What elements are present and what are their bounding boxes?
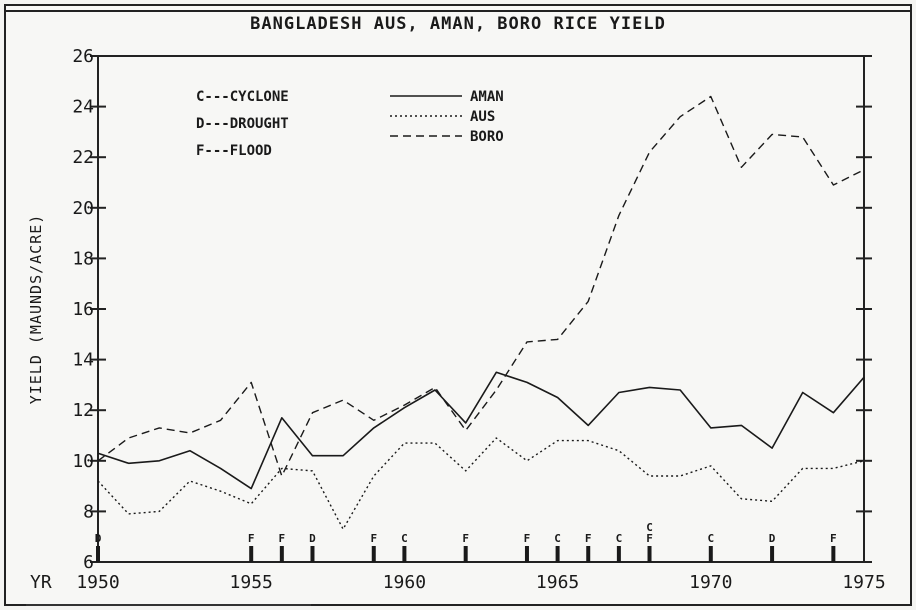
event-marker-label: C bbox=[401, 532, 408, 545]
event-marker-bar bbox=[463, 546, 468, 562]
chart-title: BANGLADESH AUS, AMAN, BORO RICE YIELD bbox=[250, 14, 666, 34]
bottom-rule bbox=[26, 604, 311, 606]
y-tick-label: 18 bbox=[72, 248, 94, 269]
y-tick-label: 6 bbox=[83, 552, 94, 573]
y-axis-ticks: 6 8 10 12 14 16 18 20 22 24 26 bbox=[72, 46, 872, 573]
event-marker-label: F bbox=[524, 532, 531, 545]
x-axis-prefix: YR bbox=[30, 572, 52, 593]
event-legend-entry: D---DROUGHT bbox=[196, 116, 289, 132]
y-tick-label: 26 bbox=[72, 46, 94, 67]
x-tick-label: 1950 bbox=[76, 572, 119, 593]
event-marker-bar bbox=[524, 546, 529, 562]
legend-label-aman: AMAN bbox=[470, 89, 504, 105]
event-marker-label: F bbox=[370, 532, 377, 545]
event-marker-label: C bbox=[616, 532, 623, 545]
y-axis-label: YIELD (MAUNDS/ACRE) bbox=[27, 214, 45, 405]
event-marker-label: F bbox=[585, 532, 592, 545]
y-tick-label: 8 bbox=[83, 501, 94, 522]
event-marker-bar bbox=[647, 546, 652, 562]
event-marker-label: F bbox=[830, 532, 837, 545]
title-rule bbox=[6, 10, 910, 12]
y-tick-label: 16 bbox=[72, 299, 94, 320]
series-line-aman bbox=[97, 371, 865, 490]
y-tick-label: 24 bbox=[72, 97, 94, 118]
event-legend: C---CYCLONE D---DROUGHT F---FLOOD bbox=[196, 89, 289, 159]
legend-label-aus: AUS bbox=[470, 109, 495, 125]
y-tick-label: 22 bbox=[72, 147, 94, 168]
x-tick-label: 1965 bbox=[536, 572, 579, 593]
legend-label-boro: BORO bbox=[470, 129, 504, 145]
series-line-boro bbox=[97, 95, 865, 477]
event-marker-bar bbox=[616, 546, 621, 562]
event-marker-bar bbox=[310, 546, 315, 562]
event-marker-label: C bbox=[554, 532, 561, 545]
figure-frame bbox=[4, 4, 912, 606]
event-legend-entry: F---FLOOD bbox=[196, 143, 272, 159]
event-marker-bar bbox=[586, 546, 591, 562]
y-tick-label: 14 bbox=[72, 350, 94, 371]
x-tick-label: 1960 bbox=[383, 572, 426, 593]
event-legend-entry: C---CYCLONE bbox=[196, 89, 289, 105]
event-markers: D F F D F C F F C F CCF C D F bbox=[95, 521, 837, 562]
event-marker-bar bbox=[402, 546, 407, 562]
event-marker-bar bbox=[555, 546, 560, 562]
event-marker-bar bbox=[708, 546, 713, 562]
x-tick-label: 1975 bbox=[842, 572, 885, 593]
event-marker-label: F bbox=[646, 532, 653, 545]
event-marker-label: F bbox=[279, 532, 286, 545]
event-marker-bar bbox=[249, 546, 254, 562]
event-marker-label: C bbox=[707, 532, 714, 545]
event-marker-label: D bbox=[95, 532, 102, 545]
event-marker-bar bbox=[96, 546, 100, 562]
y-tick-label: 20 bbox=[72, 198, 94, 219]
series-line-aus bbox=[97, 437, 865, 530]
event-marker-bar bbox=[371, 546, 376, 562]
series-legend: AMAN AUS BORO bbox=[390, 89, 504, 145]
x-axis-ticks: 1950 1955 1960 1965 1970 1975 bbox=[76, 553, 886, 593]
event-marker-label: D bbox=[309, 532, 316, 545]
x-tick-label: 1970 bbox=[689, 572, 732, 593]
event-marker-label: D bbox=[769, 532, 776, 545]
event-marker-bar bbox=[831, 546, 836, 562]
x-tick-label: 1955 bbox=[230, 572, 273, 593]
event-marker-label: F bbox=[462, 532, 469, 545]
y-tick-label: 12 bbox=[72, 400, 94, 421]
event-marker-bar bbox=[279, 546, 284, 562]
event-marker-bar bbox=[770, 546, 775, 562]
series-lines bbox=[97, 95, 865, 530]
y-tick-label: 10 bbox=[72, 451, 94, 472]
event-marker-label: C bbox=[646, 521, 653, 534]
event-marker-label: F bbox=[248, 532, 255, 545]
